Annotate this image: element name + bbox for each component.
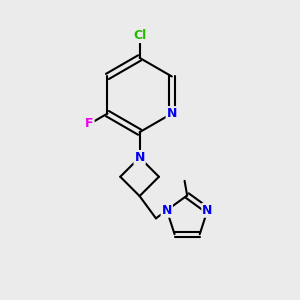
Text: N: N [162,204,172,217]
Text: N: N [202,204,213,217]
Text: F: F [85,118,94,130]
Text: N: N [134,151,145,164]
Text: Cl: Cl [133,29,146,42]
Text: N: N [167,107,177,120]
